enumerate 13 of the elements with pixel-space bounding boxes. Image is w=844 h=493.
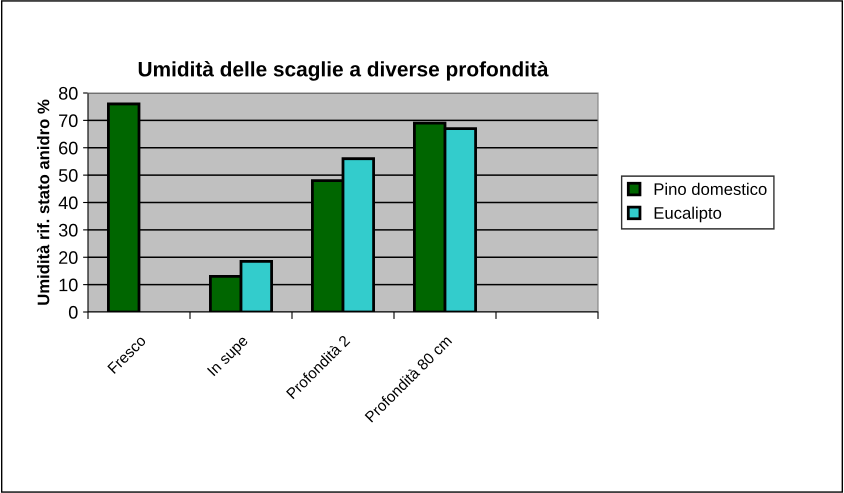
y-tick-label: 80 [58, 86, 78, 100]
y-tick-label: 60 [59, 142, 78, 154]
y-axis-title: Umidità rif. stato anidro % [36, 100, 50, 305]
y-tick-label: 20 [59, 251, 78, 264]
y-tick-label: 40 [58, 196, 78, 210]
y-tick-label: 30 [58, 224, 78, 237]
legend-label: Eucalipto [654, 206, 722, 222]
y-tick-label: 70 [59, 114, 78, 128]
legend-label: Pino domestico [654, 182, 767, 196]
y-tick-label: 10 [60, 278, 78, 292]
y-tick-label: 0 [68, 306, 78, 319]
y-tick-label: 50 [58, 169, 78, 182]
chart-title: Umidità delle scaglie a diverse profondità [138, 61, 549, 81]
